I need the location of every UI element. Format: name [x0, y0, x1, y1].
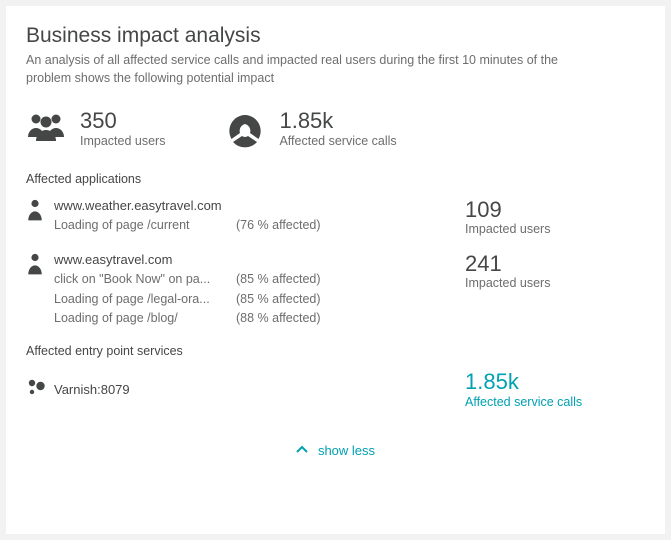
action-desc: click on "Book Now" on pa... [54, 270, 232, 289]
app-metric-label: Impacted users [465, 276, 645, 290]
show-less-toggle[interactable]: show less [26, 437, 645, 464]
service-name[interactable]: Varnish:8079 [54, 382, 465, 397]
app-action: Loading of page /blog/ (88 % affected) [54, 309, 465, 328]
toggle-label: show less [318, 443, 375, 458]
app-action: Loading of page /legal-ora... (85 % affe… [54, 290, 465, 309]
app-metric-value: 241 [465, 252, 645, 275]
apps-heading: Affected applications [26, 172, 645, 186]
card-subtitle: An analysis of all affected service call… [26, 52, 586, 87]
action-desc: Loading of page /blog/ [54, 309, 232, 328]
action-pct: (76 % affected) [236, 216, 321, 235]
app-metric-label: Impacted users [465, 222, 645, 236]
apps-list: www.weather.easytravel.com Loading of pa… [26, 198, 645, 328]
action-desc: Loading of page /legal-ora... [54, 290, 232, 309]
app-action: click on "Book Now" on pa... (85 % affec… [54, 270, 465, 289]
calls-label: Affected service calls [279, 134, 396, 148]
users-value: 350 [80, 109, 165, 133]
stat-service-calls: 1.85k Affected service calls [225, 109, 396, 148]
action-pct: (88 % affected) [236, 309, 321, 328]
calls-value: 1.85k [279, 109, 396, 133]
summary-stats: 350 Impacted users 1.85k Affected servic… [26, 109, 645, 148]
users-icon [26, 111, 66, 147]
service-metric-label: Affected service calls [465, 395, 645, 409]
app-metric: 109 Impacted users [465, 198, 645, 236]
app-name[interactable]: www.easytravel.com [54, 252, 465, 267]
app-name[interactable]: www.weather.easytravel.com [54, 198, 465, 213]
users-label: Impacted users [80, 134, 165, 148]
app-row: www.easytravel.com click on "Book Now" o… [26, 252, 645, 328]
service-metric-value: 1.85k [465, 370, 645, 393]
action-pct: (85 % affected) [236, 270, 321, 289]
stat-impacted-users: 350 Impacted users [26, 109, 165, 148]
action-pct: (85 % affected) [236, 290, 321, 309]
app-metric-value: 109 [465, 198, 645, 221]
app-icon [26, 199, 44, 227]
app-action: Loading of page /current (76 % affected) [54, 216, 465, 235]
services-heading: Affected entry point services [26, 344, 645, 358]
chevron-up-icon [296, 444, 308, 456]
app-metric: 241 Impacted users [465, 252, 645, 290]
card-title: Business impact analysis [26, 24, 645, 48]
impact-card: Business impact analysis An analysis of … [6, 6, 665, 534]
service-row: Varnish:8079 1.85k Affected service call… [26, 370, 645, 408]
app-row: www.weather.easytravel.com Loading of pa… [26, 198, 645, 236]
service-metric: 1.85k Affected service calls [465, 370, 645, 408]
app-icon [26, 253, 44, 281]
action-desc: Loading of page /current [54, 216, 232, 235]
service-calls-icon [225, 111, 265, 147]
service-icon [26, 377, 46, 402]
